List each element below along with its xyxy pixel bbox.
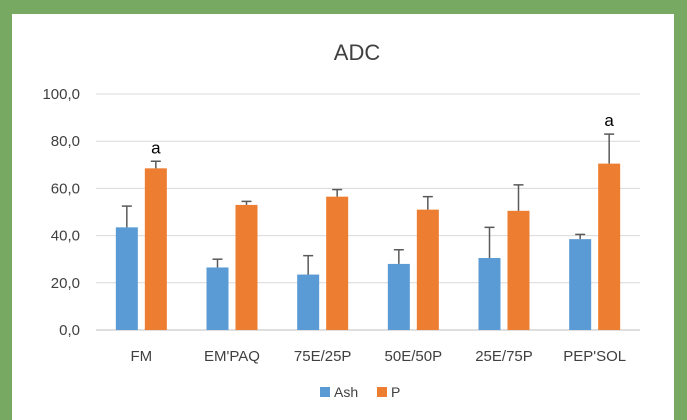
bar-p <box>235 204 258 330</box>
bar-ash <box>569 239 592 330</box>
bar-p <box>144 168 167 330</box>
legend: Ash P <box>320 384 400 400</box>
bar-p <box>507 210 530 330</box>
x-category-label: EM'PAQ <box>204 348 260 365</box>
x-axis-categories: FM EM'PAQ 75E/25P 50E/50P 25E/75P PEP'SOL <box>130 348 626 365</box>
bar-ash <box>387 263 410 330</box>
x-category-label: 75E/25P <box>294 348 352 365</box>
legend-label-p: P <box>391 384 400 400</box>
bar-ash <box>478 258 501 330</box>
bar-ash <box>297 274 320 330</box>
x-category-label: 50E/50P <box>385 348 443 365</box>
y-tick-label: 20,0 <box>51 275 80 292</box>
y-tick-label: 60,0 <box>51 180 80 197</box>
significance-label: a <box>604 111 614 130</box>
legend-swatch-ash <box>320 387 330 397</box>
bar-p <box>598 163 621 330</box>
x-category-label: PEP'SOL <box>563 348 626 365</box>
bar-p <box>416 209 439 330</box>
y-tick-label: 100,0 <box>42 86 80 103</box>
legend-label-ash: Ash <box>334 384 358 400</box>
bar-ash <box>206 267 229 330</box>
y-tick-label: 0,0 <box>59 322 80 339</box>
gridlines <box>96 93 640 331</box>
y-tick-label: 40,0 <box>51 228 80 245</box>
bar-ash <box>115 227 138 330</box>
significance-label: a <box>151 138 161 157</box>
chart-title: ADC <box>334 40 381 65</box>
x-category-label: 25E/75P <box>475 348 533 365</box>
legend-swatch-p <box>377 387 387 397</box>
y-axis-ticks: 0,0 20,0 40,0 60,0 80,0 100,0 <box>42 86 80 339</box>
y-tick-label: 80,0 <box>51 133 80 150</box>
bars: aa <box>115 111 621 330</box>
bar-p <box>326 196 349 330</box>
x-category-label: FM <box>130 348 152 365</box>
